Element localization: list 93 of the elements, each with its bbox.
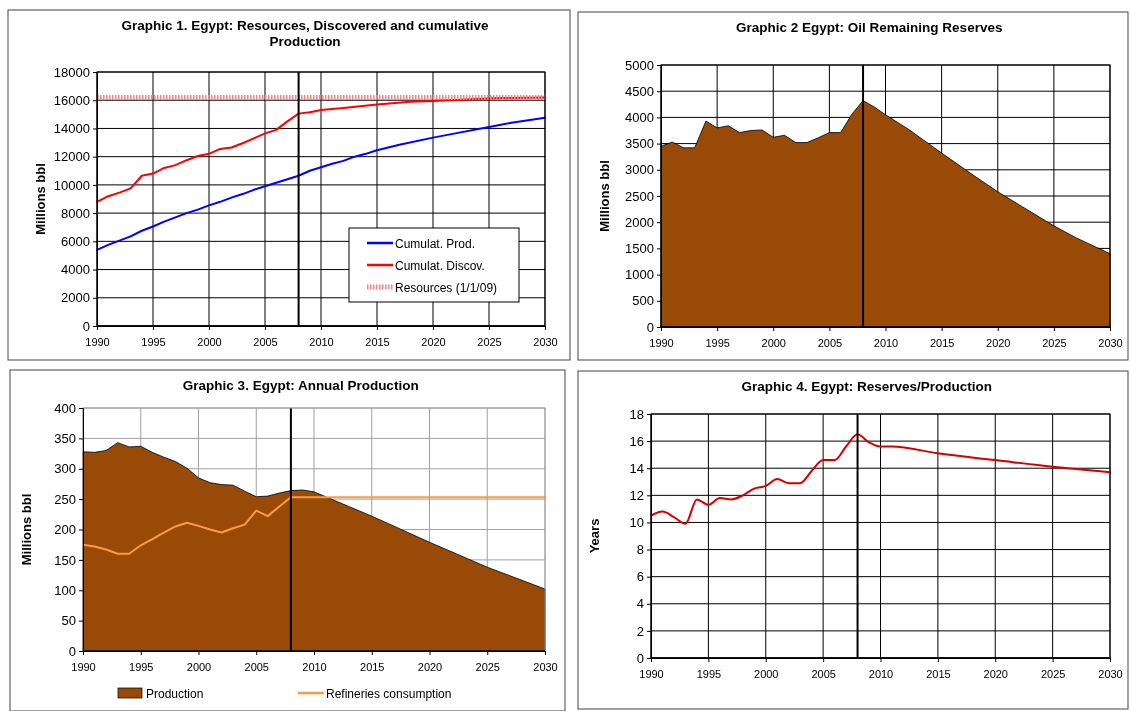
y-tick-label: 0	[82, 318, 90, 334]
x-tick-label: 1995	[696, 668, 722, 681]
x-tick-label: 2020	[983, 668, 1008, 681]
y-tick-label: 50	[61, 613, 76, 629]
legend-label: Production	[146, 686, 204, 701]
x-tick-label: 1990	[639, 668, 664, 681]
x-tick-label: 2010	[302, 661, 327, 674]
x-tick-label: 2025	[475, 661, 500, 674]
chart-title: Graphic 4. Egypt: Reserves/Production	[741, 379, 993, 394]
x-tick-label: 2030	[1098, 668, 1123, 681]
x-tick-label: 2005	[817, 337, 843, 350]
x-tick-label: 2010	[309, 336, 334, 349]
y-tick-label: 400	[54, 400, 76, 416]
y-tick-label: 4000	[61, 262, 90, 278]
x-tick-label: 2015	[926, 668, 951, 681]
line-series	[650, 433, 1111, 525]
x-tick-label: 1990	[649, 337, 674, 350]
y-tick-label: 0	[636, 650, 644, 666]
y-tick-label: 5000	[625, 57, 654, 73]
x-tick-label: 2010	[873, 337, 899, 350]
x-tick-label: 1990	[71, 661, 96, 674]
y-tick-label: 4	[636, 596, 644, 612]
x-tick-label: 2030	[533, 336, 558, 349]
y-axis-title: Millions bbl	[19, 493, 34, 566]
x-tick-label: 2015	[360, 661, 385, 674]
y-tick-label: 2000	[61, 290, 90, 306]
chart-title: Graphic 1. Egypt: Resources, Discovered and cumulative Production	[121, 18, 489, 49]
y-axis-title: Millions bbl	[33, 163, 48, 235]
y-tick-label: 1000	[625, 267, 654, 283]
y-tick-label: 1500	[625, 241, 654, 257]
y-tick-label: 4500	[625, 83, 654, 99]
x-tick-label: 1995	[141, 336, 166, 349]
x-tick-label: 2000	[754, 668, 779, 681]
legend-label: Cumulat. Discov.	[395, 258, 485, 273]
y-tick-label: 14	[629, 460, 644, 476]
x-tick-label: 2025	[1042, 337, 1067, 350]
y-tick-label: 3000	[625, 162, 654, 178]
x-tick-label: 2010	[868, 668, 894, 681]
x-tick-label: 2000	[186, 661, 212, 674]
line-series	[96, 116, 546, 251]
x-tick-label: 1995	[705, 337, 730, 350]
y-tick-label: 2500	[625, 188, 654, 204]
line-series	[82, 496, 546, 555]
y-tick-label: 100	[54, 582, 76, 598]
y-tick-label: 18	[629, 406, 644, 422]
y-tick-label: 500	[632, 293, 654, 309]
y-tick-label: 14000	[53, 121, 90, 137]
y-tick-label: 16	[629, 433, 644, 449]
chart-title: Graphic 2 Egypt: Oil Remaining Reserves	[736, 20, 1003, 35]
y-tick-label: 2000	[625, 214, 654, 230]
y-tick-label: 300	[54, 461, 76, 477]
x-tick-label: 2005	[244, 661, 269, 674]
x-tick-label: 1990	[85, 336, 110, 349]
y-tick-label: 3500	[625, 136, 654, 152]
legend-label: Refineries consumption	[326, 686, 452, 701]
y-tick-label: 250	[54, 491, 76, 507]
y-tick-label: 8	[636, 542, 644, 558]
x-tick-label: 2015	[929, 337, 955, 350]
y-tick-label: 16000	[53, 92, 90, 108]
y-tick-label: 4000	[625, 110, 654, 126]
y-tick-label: 10000	[53, 177, 90, 193]
y-tick-label: 150	[54, 552, 76, 568]
x-tick-label: 2030	[533, 661, 558, 674]
y-tick-label: 12000	[53, 149, 90, 165]
line-series	[96, 96, 546, 203]
x-tick-label: 2000	[761, 337, 786, 350]
legend-label: Resources (1/1/09)	[395, 280, 498, 295]
y-tick-label: 0	[68, 643, 76, 659]
y-tick-label: 8000	[61, 205, 90, 221]
x-tick-label: 2020	[986, 337, 1011, 350]
y-tick-label: 0	[646, 319, 654, 335]
x-tick-label: 2030	[1098, 337, 1123, 350]
chart-title: Graphic 3. Egypt: Annual Production	[182, 378, 419, 393]
y-tick-label: 12	[629, 487, 644, 503]
x-tick-label: 2015	[365, 336, 390, 349]
y-tick-label: 200	[54, 522, 76, 538]
y-tick-label: 10	[629, 515, 644, 531]
x-tick-label: 2000	[197, 336, 222, 349]
x-tick-label: 2005	[253, 336, 278, 349]
y-tick-label: 18000	[53, 64, 90, 80]
x-tick-label: 2025	[1040, 668, 1066, 681]
x-tick-label: 2020	[417, 661, 443, 674]
y-tick-label: 350	[54, 431, 76, 447]
x-tick-label: 2005	[811, 668, 836, 681]
legend-label: Cumulat. Prod.	[395, 236, 476, 251]
y-axis-title: Years	[587, 518, 602, 554]
x-tick-label: 1995	[129, 661, 154, 674]
x-tick-label: 2025	[477, 336, 502, 349]
y-tick-label: 2	[636, 623, 644, 639]
y-axis-title: Millions bbl	[597, 160, 612, 232]
y-tick-label: 6	[636, 569, 644, 585]
x-tick-label: 2020	[421, 336, 446, 349]
y-tick-label: 6000	[61, 233, 90, 249]
